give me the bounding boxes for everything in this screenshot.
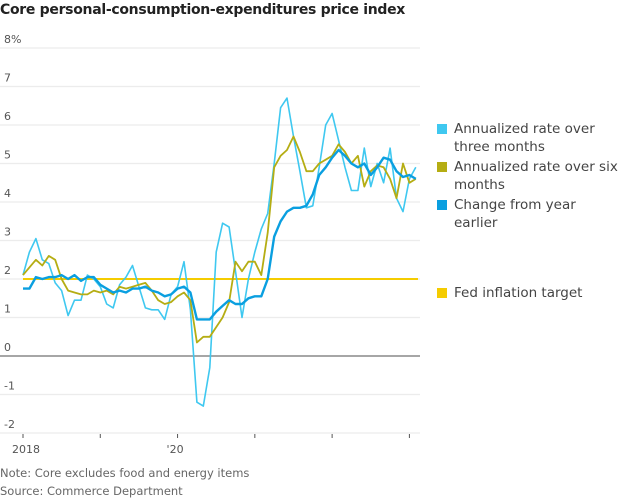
y-tick-label: 8% [4,33,21,46]
legend-swatch [437,288,447,298]
series-line-year-over-year [23,148,417,321]
legend-label: Annualized rate over three months [454,121,595,155]
note-text: Note: Core excludes food and energy item… [0,466,250,480]
legend-item-three-month: Annualized rate over three months [437,120,620,156]
legend-swatch [437,124,447,134]
legend-label: Annualized rate over six months [454,159,618,193]
legend-label: Fed inflation target [454,285,583,301]
x-tick-label: 2018 [12,443,40,456]
y-tick-label: 6 [4,110,11,123]
y-tick-label: -1 [4,380,15,393]
y-tick-label: 3 [4,226,11,239]
y-tick-label: 1 [4,303,11,316]
y-tick-label: -2 [4,418,15,431]
y-tick-label: 7 [4,72,11,85]
legend-swatch [437,162,447,172]
y-tick-label: 2 [4,264,11,277]
legend-swatch [437,200,447,210]
series-line-three-month [22,97,417,407]
y-tick-label: 4 [4,187,11,200]
y-tick-label: 0 [4,341,11,354]
legend-item-fed-target: Fed inflation target [437,284,620,302]
legend-label: Change from year earlier [454,197,576,231]
legend-item-six-month: Annualized rate over six months [437,158,620,194]
x-tick-label: '20 [167,443,184,456]
chart-title: Core personal-consumption-expenditures p… [0,2,406,18]
source-text: Source: Commerce Department [0,484,183,498]
legend-item-year-over-year: Change from year earlier [437,196,620,232]
legend: Annualized rate over three months Annual… [437,120,620,302]
y-tick-label: 5 [4,149,11,162]
